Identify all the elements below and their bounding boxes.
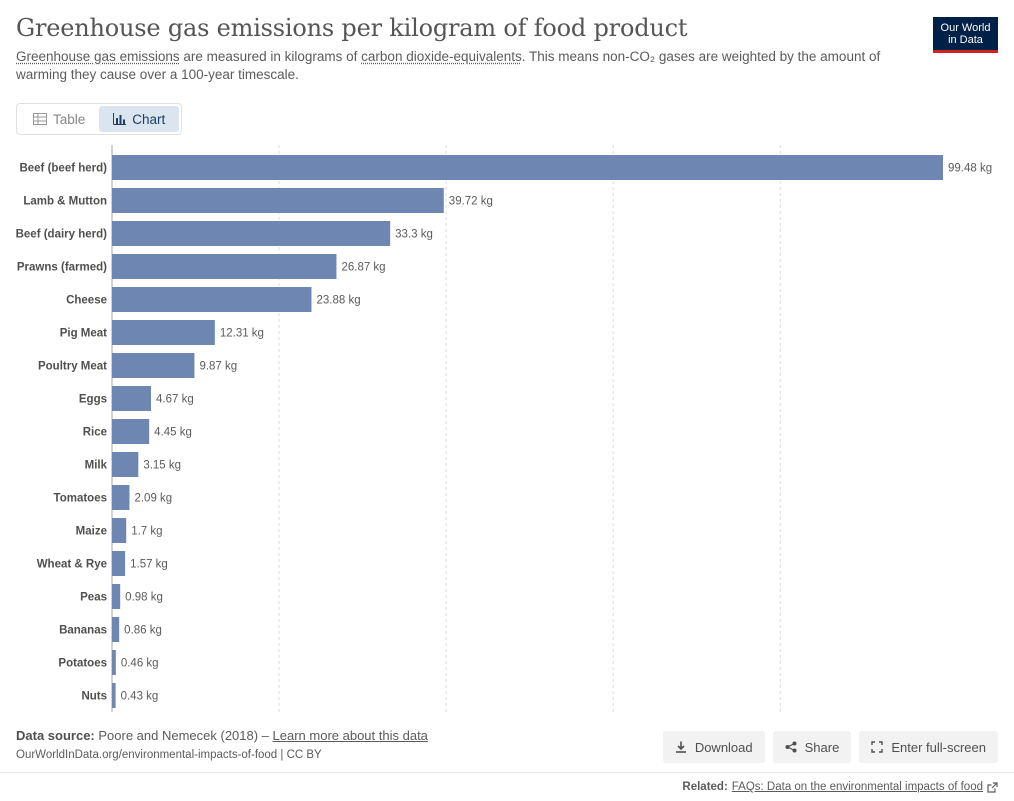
chart-title: Greenhouse gas emissions per kilogram of… bbox=[16, 14, 688, 42]
value-label: 1.7 kg bbox=[131, 526, 162, 538]
share-icon bbox=[785, 741, 797, 753]
source-url[interactable]: OurWorldInData.org/environmental-impacts… bbox=[16, 749, 322, 761]
fullscreen-icon bbox=[871, 741, 884, 753]
category-label: Pig Meat bbox=[60, 328, 107, 340]
category-label: Maize bbox=[76, 526, 107, 538]
table-icon bbox=[33, 113, 47, 125]
category-label: Eggs bbox=[79, 394, 107, 406]
bar[interactable] bbox=[112, 584, 121, 609]
external-link-icon bbox=[987, 781, 998, 793]
bar[interactable] bbox=[112, 551, 126, 576]
bar[interactable] bbox=[112, 485, 130, 510]
bar[interactable] bbox=[112, 320, 215, 345]
co2e-definition-link[interactable]: carbon dioxide-equivalents bbox=[361, 49, 522, 64]
category-label: Milk bbox=[85, 460, 108, 472]
bar[interactable] bbox=[112, 683, 116, 708]
related-label: Related: bbox=[682, 781, 728, 793]
category-label: Tomatoes bbox=[54, 493, 107, 505]
tab-table[interactable]: Table bbox=[19, 106, 99, 132]
bar[interactable] bbox=[112, 650, 116, 675]
value-label: 0.98 kg bbox=[125, 592, 163, 604]
action-buttons: Download Share Enter full-screen bbox=[662, 731, 998, 763]
share-label: Share bbox=[804, 739, 840, 755]
bar[interactable] bbox=[112, 518, 127, 543]
value-label: 4.67 kg bbox=[156, 394, 194, 406]
bar[interactable] bbox=[112, 353, 195, 378]
download-button[interactable]: Download bbox=[662, 731, 765, 763]
tab-table-label: Table bbox=[53, 111, 86, 127]
bar-chart-icon bbox=[113, 113, 127, 125]
value-label: 9.87 kg bbox=[199, 361, 237, 373]
download-label: Download bbox=[694, 739, 753, 755]
bar[interactable] bbox=[112, 254, 337, 279]
value-label: 0.86 kg bbox=[124, 625, 162, 637]
value-label: 0.46 kg bbox=[121, 658, 159, 670]
bar[interactable] bbox=[112, 221, 391, 246]
bar[interactable] bbox=[112, 452, 139, 477]
category-label: Nuts bbox=[81, 691, 107, 703]
category-label: Lamb & Mutton bbox=[23, 196, 107, 208]
chart-header: Greenhouse gas emissions per kilogram of… bbox=[16, 14, 916, 84]
value-label: 12.31 kg bbox=[220, 328, 264, 340]
subtitle-text-2: . This means non-CO₂ gases are weighted … bbox=[16, 49, 881, 82]
category-label: Poultry Meat bbox=[38, 361, 107, 373]
category-label: Cheese bbox=[66, 295, 107, 307]
category-label: Beef (beef herd) bbox=[19, 163, 107, 175]
value-label: 99.48 kg bbox=[948, 163, 992, 175]
logo-line-1: Our World bbox=[940, 22, 991, 34]
share-button[interactable]: Share bbox=[772, 731, 852, 763]
tab-chart-label: Chart bbox=[132, 111, 166, 127]
fullscreen-label: Enter full-screen bbox=[891, 739, 986, 755]
footer-source: Data source: Poore and Nemecek (2018) – … bbox=[16, 728, 428, 761]
tab-chart[interactable]: Chart bbox=[99, 106, 180, 132]
learn-more-link[interactable]: Learn more about this data bbox=[272, 728, 428, 743]
bar[interactable] bbox=[112, 386, 152, 411]
category-label: Bananas bbox=[59, 625, 107, 637]
category-label: Beef (dairy herd) bbox=[16, 229, 108, 241]
bar[interactable] bbox=[112, 617, 120, 642]
category-label: Potatoes bbox=[58, 658, 107, 670]
bar-chart: Beef (beef herd) 99.48 kg Lamb & Mutton 39.… bbox=[16, 145, 992, 712]
data-source: Data source: Poore and Nemecek (2018) – … bbox=[16, 728, 428, 743]
value-label: 2.09 kg bbox=[134, 493, 172, 505]
view-tabs: Table Chart bbox=[16, 103, 183, 135]
related-faq-link[interactable]: FAQs: Data on the environmental impacts … bbox=[731, 781, 983, 793]
category-label: Prawns (farmed) bbox=[17, 262, 107, 274]
value-label: 23.88 kg bbox=[316, 295, 360, 307]
value-label: 33.3 kg bbox=[395, 229, 433, 241]
bar[interactable] bbox=[112, 287, 312, 312]
value-label: 3.15 kg bbox=[143, 460, 181, 472]
category-label: Wheat & Rye bbox=[37, 559, 107, 571]
chart-subtitle: Greenhouse gas emissions are measured in… bbox=[16, 48, 896, 84]
download-icon bbox=[675, 741, 686, 753]
value-label: 0.43 kg bbox=[121, 691, 159, 703]
value-label: 39.72 kg bbox=[449, 196, 493, 208]
category-label: Peas bbox=[80, 592, 107, 604]
related-links: Related: FAQs: Data on the environmental… bbox=[682, 781, 998, 793]
value-label: 1.57 kg bbox=[130, 559, 168, 571]
bar-layer: Beef (beef herd) 99.48 kg Lamb & Mutton 39.… bbox=[16, 155, 992, 708]
bar[interactable] bbox=[112, 419, 150, 444]
bar[interactable] bbox=[112, 188, 444, 213]
bar[interactable] bbox=[112, 155, 943, 180]
category-label: Rice bbox=[83, 427, 107, 439]
footer-divider bbox=[0, 772, 1014, 773]
value-label: 4.45 kg bbox=[154, 427, 192, 439]
ghg-definition-link[interactable]: Greenhouse gas emissions bbox=[16, 49, 180, 64]
subtitle-text-1: are measured in kilograms of bbox=[179, 49, 362, 64]
owid-logo[interactable]: Our World in Data bbox=[933, 17, 998, 53]
fullscreen-button[interactable]: Enter full-screen bbox=[859, 731, 998, 763]
source-text: Poore and Nemecek (2018) – bbox=[94, 728, 273, 743]
value-label: 26.87 kg bbox=[341, 262, 385, 274]
source-label: Data source: bbox=[16, 728, 95, 743]
logo-line-2: in Data bbox=[948, 34, 983, 46]
